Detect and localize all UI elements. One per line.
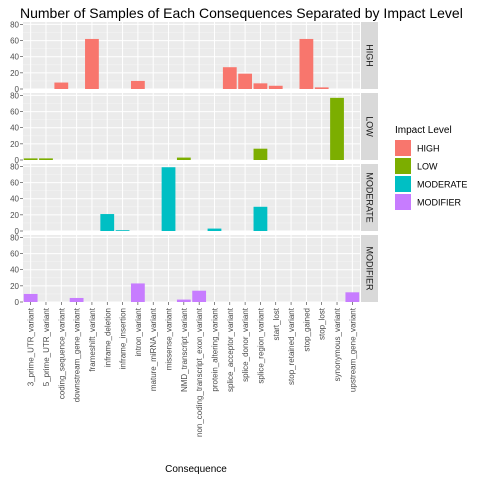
bar-low-splice-region-variant: [253, 148, 268, 160]
legend-swatch-high: [395, 140, 411, 156]
x-tick-label: stop_lost: [318, 307, 327, 340]
bar-high-splice-donor-variant: [238, 73, 253, 89]
x-tick-label: non_coding_transcript_exon_variant: [195, 307, 204, 437]
bar-low-5-prime-utr-variant: [39, 158, 53, 160]
y-tick-label: 20: [10, 140, 19, 149]
y-tick-label: 0: [15, 156, 20, 165]
x-tick-label: mature_miRNA_variant: [149, 307, 158, 391]
x-tick-label: synonymous_variant: [333, 307, 342, 381]
legend-label-moderate: MODERATE: [417, 180, 467, 190]
bar-moderate-inframe-insertion: [115, 230, 130, 231]
x-tick-label: splice_region_variant: [256, 307, 265, 383]
legend-label-modifier: MODIFIER: [417, 198, 461, 208]
legend: Impact Level HIGH LOW MODERATE MODIFIER: [395, 125, 467, 210]
y-tick-label: 0: [15, 298, 20, 307]
bar-modifier-nmd-transcript-variant: [176, 299, 191, 302]
panel-high: 0 20 40 60 80 HIGH: [10, 20, 378, 94]
x-tick-label: downstream_gene_variant: [73, 307, 82, 402]
bar-moderate-splice-region-variant: [253, 206, 268, 231]
bar-modifier-intron-variant: [130, 283, 145, 302]
y-tick-label: 80: [10, 91, 19, 100]
x-tick-label: protein_altering_variant: [210, 307, 219, 391]
x-tick-label: stop_gained: [302, 308, 311, 352]
bar-high-coding-sequence-variant: [54, 82, 69, 89]
x-tick-label: missense_variant: [165, 307, 174, 370]
x-tick-label: start_lost: [272, 307, 281, 340]
y-tick-label: 40: [10, 266, 19, 275]
bar-low-synonymous-variant: [330, 97, 344, 160]
x-tick-label: upstream_gene_variant: [348, 307, 357, 392]
chart-title: Number of Samples of Each Consequences S…: [20, 5, 463, 21]
bar-moderate-protein-altering-variant: [207, 228, 222, 231]
y-tick-label: 60: [10, 179, 19, 188]
x-tick-label: coding_sequence_variant: [57, 307, 66, 399]
bar-high-splice-region-variant: [253, 83, 268, 89]
legend-title: Impact Level: [395, 125, 452, 136]
bar-moderate-missense-variant: [161, 167, 176, 231]
facet-strip: [361, 93, 378, 160]
panel-background: [23, 93, 360, 160]
bar-high-start-lost: [268, 85, 283, 89]
x-axis: 3_prime_UTR_variant 5_prime_UTR_variant co…: [27, 302, 357, 437]
bar-high-stop-gained: [299, 38, 314, 89]
legend-swatch-low: [395, 158, 411, 174]
y-tick-label: 40: [10, 195, 19, 204]
x-tick-label: intron_variant: [134, 307, 143, 356]
bar-low-nmd-transcript-variant: [176, 157, 191, 160]
y-tick-label: 60: [10, 37, 19, 46]
bar-modifier-downstream-gene-variant: [69, 297, 84, 302]
y-tick-label: 60: [10, 108, 19, 117]
x-tick-label: stop_retained_variant: [287, 307, 296, 385]
y-tick-label: 0: [15, 85, 20, 94]
panel-low: 0 20 40 60 80 LOW: [10, 91, 378, 165]
legend-swatch-moderate: [395, 176, 411, 192]
bar-modifier-3-prime-utr-variant: [23, 293, 38, 302]
y-tick-label: 20: [10, 211, 19, 220]
x-axis-title: Consequence: [165, 464, 227, 475]
bar-modifier-upstream-gene-variant: [345, 292, 360, 302]
y-tick-label: 20: [10, 69, 19, 78]
facet-panels: 0 20 40 60 80 HIGH 0 20 40 60 80 LOW 0 20 40 60 80 MODERA…: [10, 20, 378, 307]
bar-high-splice-acceptor-variant: [222, 67, 237, 89]
y-tick-label: 40: [10, 53, 19, 62]
facet-strip: [361, 164, 378, 231]
legend-label-high: HIGH: [417, 144, 440, 154]
facet-strip-label: MODIFIER: [365, 247, 375, 291]
y-tick-label: 40: [10, 124, 19, 133]
bar-high-stop-lost: [314, 87, 329, 89]
x-tick-label: 3_prime_UTR_variant: [27, 307, 36, 386]
y-tick-label: 80: [10, 162, 19, 171]
bar-high-frameshift-variant: [85, 38, 99, 89]
legend-label-low: LOW: [417, 162, 438, 172]
x-tick-label: splice_donor_variant: [241, 307, 250, 382]
facet-strip: [361, 22, 378, 89]
facet-strip: [361, 235, 378, 302]
bar-modifier-non-coding-transcript-exon-variant: [192, 290, 207, 302]
panel-moderate: 0 20 40 60 80 MODERATE: [10, 162, 378, 236]
x-tick-label: inframe_deletion: [103, 308, 112, 367]
y-tick-label: 80: [10, 20, 19, 29]
facet-strip-label: LOW: [365, 116, 375, 137]
x-tick-label: NMD_transcript_variant: [180, 307, 189, 392]
x-tick-label: 5_prime_UTR_variant: [42, 307, 51, 386]
bar-low-3-prime-utr-variant: [23, 158, 38, 160]
x-tick-label: frameshift_variant: [88, 307, 97, 371]
panel-background: [23, 235, 360, 302]
y-tick-label: 80: [10, 233, 19, 242]
bar-high-intron-variant: [130, 80, 145, 89]
y-tick-label: 0: [15, 227, 20, 236]
facet-strip-label: MODERATE: [365, 172, 375, 222]
x-tick-label: inframe_insertion: [119, 308, 128, 369]
bar-moderate-inframe-deletion: [100, 214, 115, 231]
x-tick-label: splice_acceptor_variant: [226, 307, 235, 392]
facet-strip-label: HIGH: [365, 44, 375, 67]
legend-swatch-modifier: [395, 194, 411, 210]
y-tick-label: 60: [10, 250, 19, 259]
panel-background: [23, 164, 360, 231]
y-tick-label: 20: [10, 282, 19, 291]
panel-modifier: 0 20 40 60 80 MODIFIER: [10, 233, 378, 307]
